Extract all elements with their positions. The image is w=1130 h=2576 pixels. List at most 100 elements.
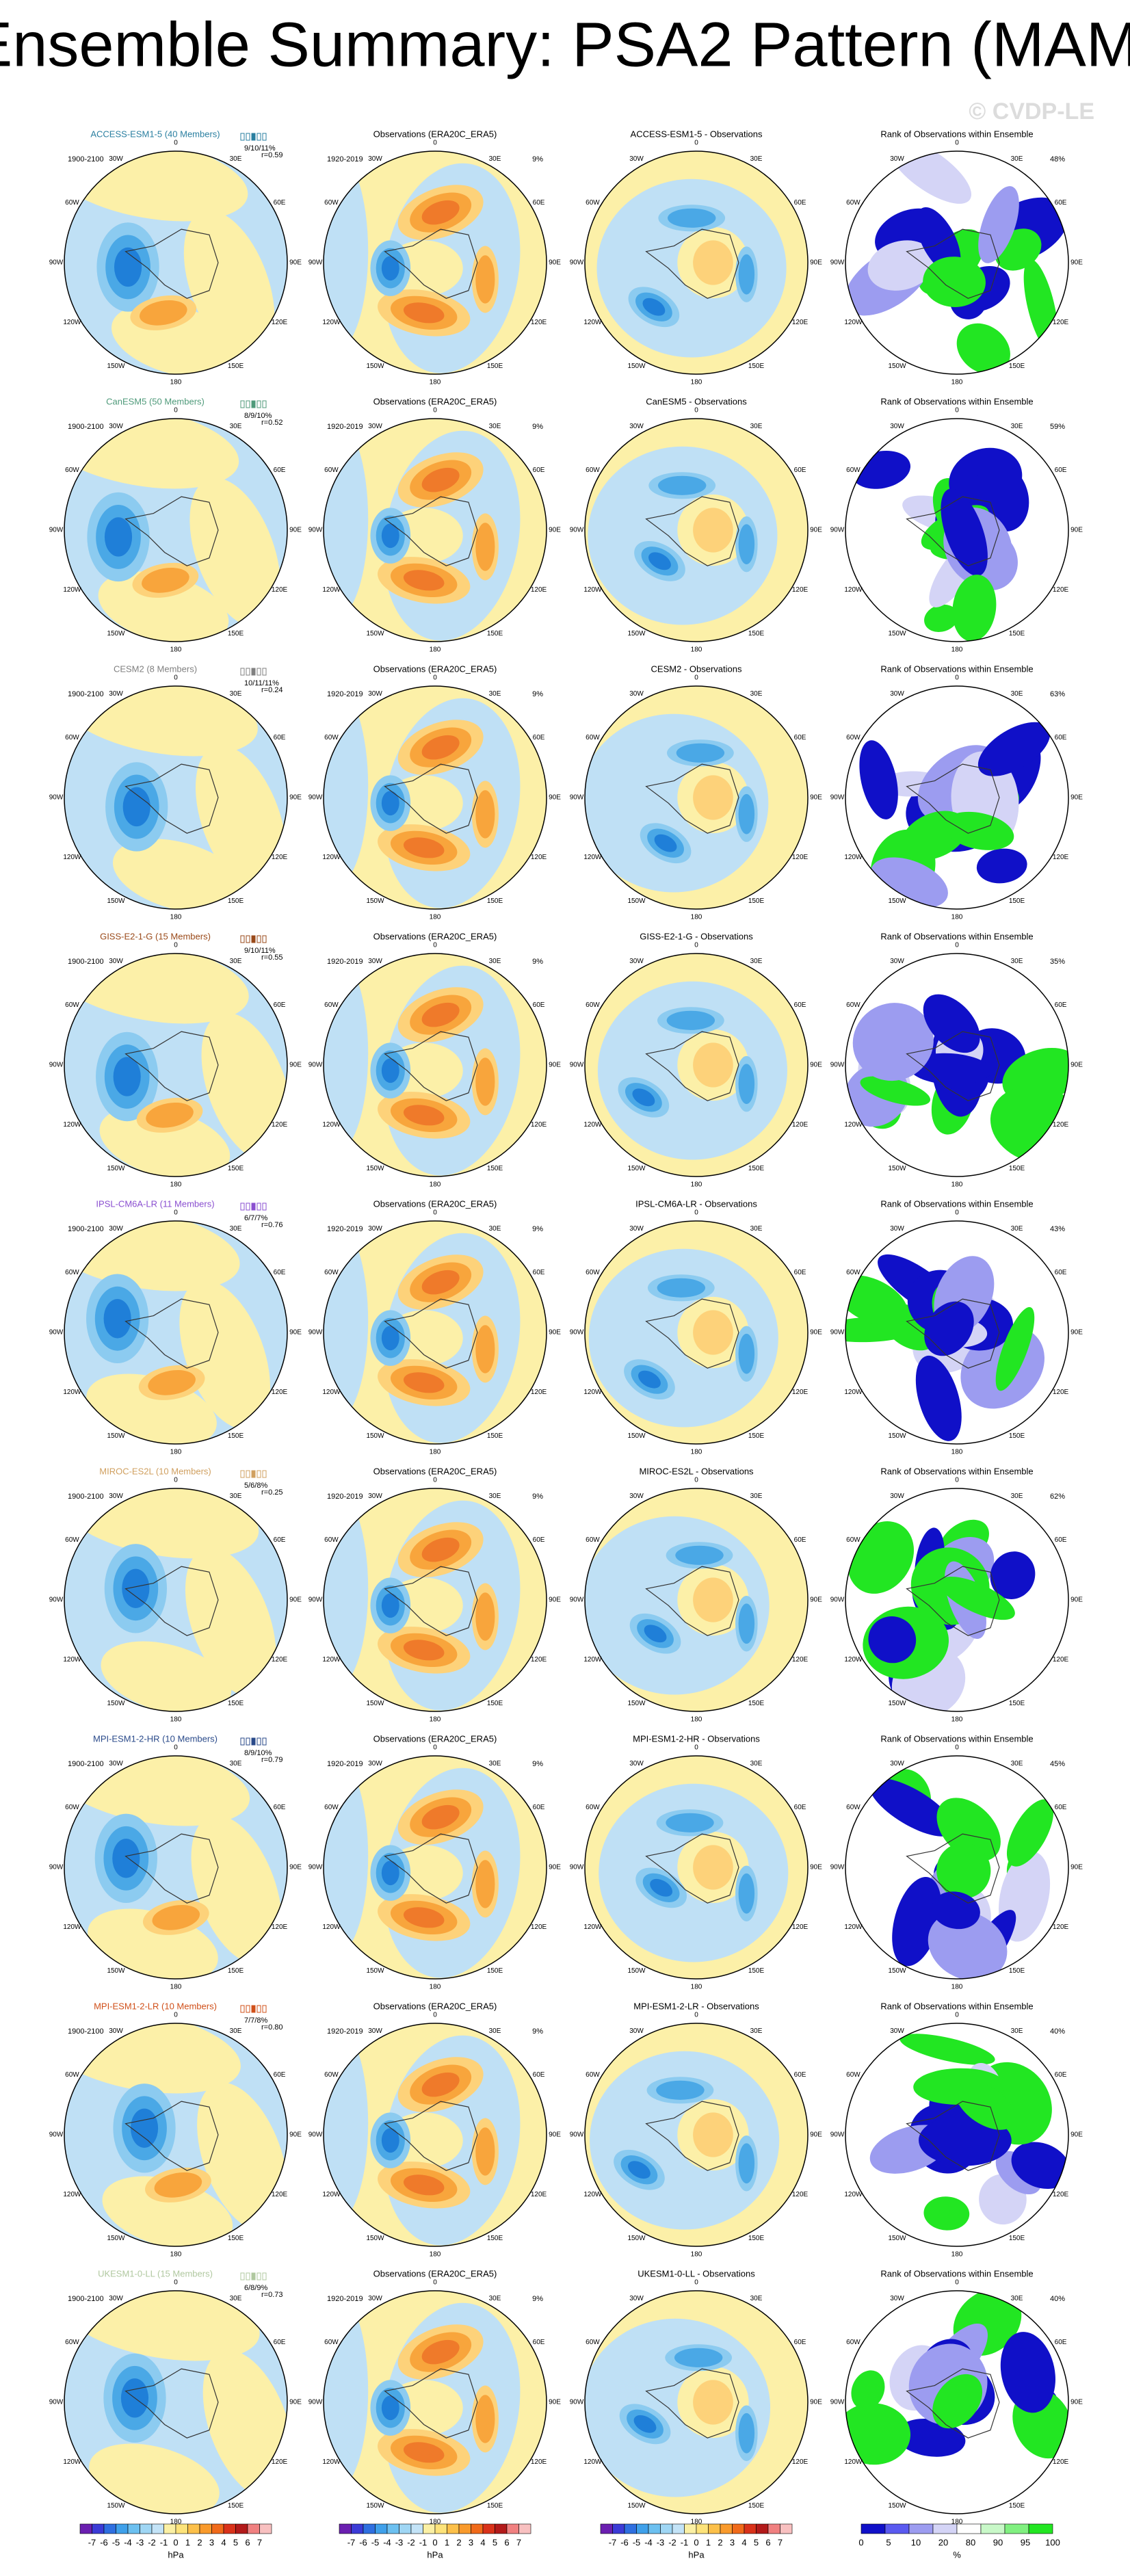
map (324, 2291, 547, 2514)
lon-label: 120E (792, 1389, 809, 1396)
lon-label: 150E (228, 363, 244, 370)
contour-region (955, 2081, 1016, 2130)
colorbar-box (980, 2523, 1006, 2534)
lon-label: 60W (586, 734, 600, 741)
lon-label: 180 (951, 379, 963, 386)
lon-label: 150W (627, 630, 646, 638)
lon-label: 90E (549, 259, 561, 267)
lon-label: 60W (846, 199, 860, 207)
map (585, 2023, 808, 2246)
contour-region (381, 2395, 399, 2421)
colorbar-box (199, 2523, 212, 2534)
contour-region (738, 793, 755, 834)
lon-label: 120E (1053, 1656, 1069, 1664)
lon-label: 0 (955, 1477, 959, 1484)
lon-label: 180 (430, 2519, 441, 2526)
colorbar-label: 20 (938, 2537, 948, 2547)
map-border (584, 418, 809, 642)
obs-percent: 9% (532, 958, 543, 966)
lon-label: 30W (890, 2027, 904, 2035)
model-title: ACCESS-ESM1-5 (40 Members) (90, 129, 220, 139)
colorbar-label: -4 (644, 2537, 653, 2547)
contour-region (421, 1002, 460, 1027)
lon-label: 0 (694, 2279, 698, 2287)
map (324, 686, 547, 909)
lon-label: 120W (63, 1121, 81, 1129)
obs-title: Observations (ERA20C_ERA5) (373, 931, 497, 941)
contour-region (738, 1603, 755, 1644)
lon-label: 30W (109, 2027, 123, 2035)
lon-label: 0 (955, 2279, 959, 2287)
contour-region (421, 467, 460, 492)
lon-label: 120W (583, 1389, 602, 1396)
colorbar-box (127, 2523, 140, 2534)
antarctica-outline (645, 1031, 739, 1101)
contour-region (868, 1616, 917, 1664)
member-box (262, 1202, 267, 1211)
map-border (64, 953, 288, 1177)
contour-region (978, 186, 1019, 263)
lon-label: 180 (170, 2519, 182, 2526)
contour-region (693, 240, 733, 285)
lon-label: 60W (586, 1804, 600, 1811)
colorbar-box (780, 2523, 793, 2534)
lon-label: 90W (570, 2399, 584, 2406)
lon-label: 60E (794, 199, 806, 207)
lon-label: 150W (366, 363, 384, 370)
lon-label: 150E (487, 2235, 503, 2242)
obs-title: Observations (ERA20C_ERA5) (373, 396, 497, 406)
lon-label: 0 (955, 1209, 959, 1217)
colorbar-box (79, 2523, 92, 2534)
lon-label: 30W (368, 958, 382, 965)
lon-label: 150W (627, 1700, 646, 1707)
lon-label: 150E (748, 1432, 765, 1440)
lon-label: 90E (1070, 1864, 1083, 1871)
lon-label: 150E (748, 1700, 765, 1707)
member-box (257, 133, 261, 141)
antarctica-outline (384, 228, 478, 299)
lon-label: 150E (1009, 1165, 1025, 1172)
lon-label: 60W (586, 2339, 600, 2346)
lon-label: 150E (228, 2235, 244, 2242)
lon-label: 180 (170, 1716, 182, 1724)
contour-region (185, 1547, 276, 1697)
lon-label: 180 (170, 379, 182, 386)
colorbar-label: -6 (359, 2537, 367, 2547)
lon-label: 120W (844, 1656, 863, 1664)
lon-label: 60E (794, 1536, 806, 1544)
contour-region (915, 1355, 962, 1441)
member-box (257, 668, 261, 676)
lon-label: 30E (750, 155, 763, 163)
member-box (257, 1737, 261, 1746)
rank-percent: 59% (1050, 423, 1065, 431)
lon-label: 60E (533, 1536, 545, 1544)
lon-label: 120E (1053, 2191, 1069, 2198)
lon-label: 30E (750, 690, 763, 698)
colorbar-label: -4 (124, 2537, 132, 2547)
lon-label: 60W (846, 1804, 860, 1811)
rank-percent: 45% (1050, 1760, 1065, 1768)
map (585, 2291, 808, 2514)
map-border (323, 2290, 547, 2514)
map-border (64, 1220, 288, 1445)
lon-label: 0 (174, 2279, 178, 2287)
colorbar-box (708, 2523, 721, 2534)
lon-label: 150E (487, 1432, 503, 1440)
lon-label: 180 (951, 646, 963, 654)
lon-label: 0 (433, 674, 437, 682)
contour-region (943, 811, 1014, 850)
lon-label: 60E (533, 466, 545, 474)
lon-label: 90E (810, 2399, 822, 2406)
lon-label: 30E (230, 690, 242, 698)
colorbar-unit: hPa (168, 2549, 184, 2560)
map-border (584, 1488, 809, 1712)
lon-label: 30E (230, 2295, 242, 2302)
contour-region (324, 1488, 369, 1690)
lon-label: 90E (289, 1062, 302, 1069)
antarctica-outline (384, 763, 478, 834)
lon-label: 150E (487, 1967, 503, 1975)
lon-label: 150W (627, 363, 646, 370)
lon-label: 30W (368, 155, 382, 163)
colorbar-label: 7 (778, 2537, 783, 2547)
contour-region (633, 2415, 657, 2433)
